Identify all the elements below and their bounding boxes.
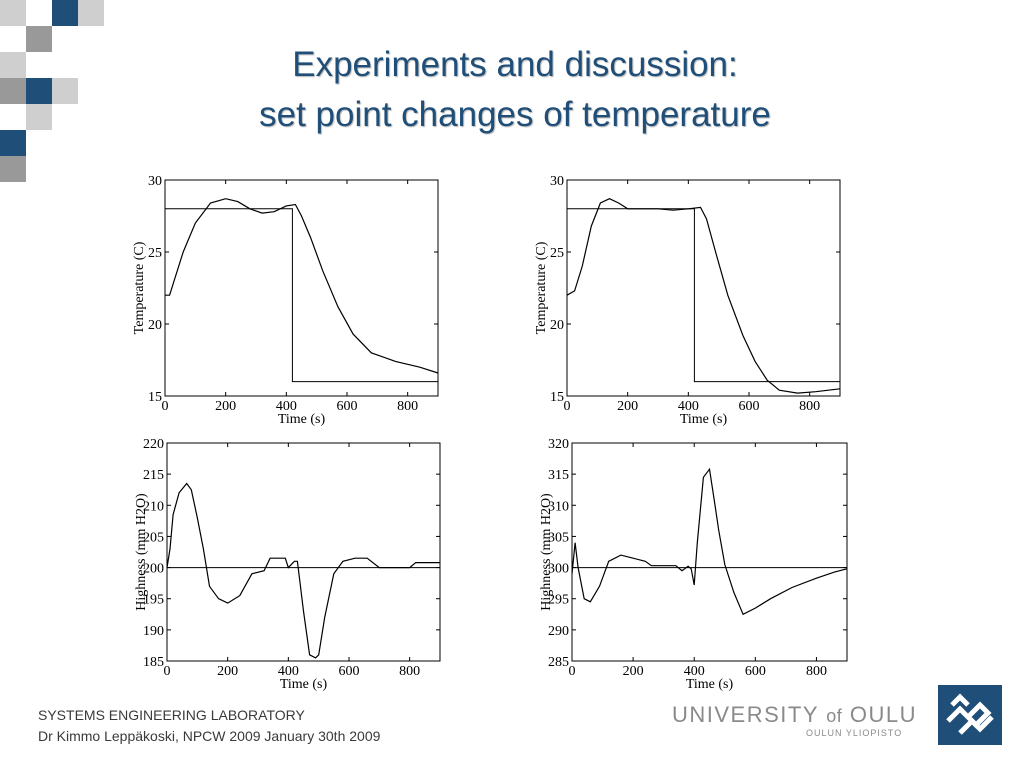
mosaic-tile <box>0 52 26 78</box>
y-tick-label: 320 <box>548 437 569 452</box>
mosaic-tile <box>78 0 104 26</box>
y-tick-label: 300 <box>548 562 569 577</box>
series-line-setpoint <box>567 208 840 383</box>
x-tick-label: 400 <box>278 664 299 679</box>
y-tick-label: 15 <box>550 390 564 405</box>
plot-frame <box>571 442 848 662</box>
y-tick-label: 285 <box>548 655 569 670</box>
x-axis-label: Time (s) <box>280 677 328 692</box>
x-tick-label: 400 <box>276 399 297 414</box>
x-tick-label: 600 <box>337 399 358 414</box>
y-tick-label: 30 <box>550 174 564 189</box>
plot-frame <box>166 442 441 662</box>
series-line-setpoint <box>165 208 438 383</box>
y-tick-label: 315 <box>548 468 569 483</box>
y-tick-label: 310 <box>548 499 569 514</box>
y-tick-label: 190 <box>143 624 164 639</box>
slide-title-line1: Experiments and discussion: <box>292 45 738 84</box>
y-tick-label: 290 <box>548 624 569 639</box>
mosaic-tile <box>0 78 26 104</box>
y-axis-label: Highness (mm H2O) <box>539 493 554 611</box>
x-tick-label: 0 <box>162 399 169 414</box>
x-tick-label: 200 <box>217 664 238 679</box>
mosaic-tile <box>0 0 26 26</box>
y-tick-label: 30 <box>148 174 162 189</box>
y-axis-label: Temperature (C) <box>534 241 549 334</box>
x-tick-label: 0 <box>564 399 571 414</box>
x-tick-label: 800 <box>799 399 820 414</box>
series-line-response <box>166 482 440 659</box>
y-tick-label: 220 <box>143 437 164 452</box>
x-tick-label: 200 <box>623 664 644 679</box>
x-axis-label: Time (s) <box>680 412 728 427</box>
mosaic-tile <box>52 78 78 104</box>
series-line-response <box>566 198 841 394</box>
x-tick-label: 800 <box>806 664 827 679</box>
y-tick-label: 210 <box>143 499 164 514</box>
x-axis-label: Time (s) <box>686 677 734 692</box>
x-tick-label: 600 <box>339 664 360 679</box>
x-tick-label: 800 <box>399 664 420 679</box>
y-tick-label: 200 <box>143 562 164 577</box>
x-axis-label: Time (s) <box>278 412 326 427</box>
mosaic-tile <box>26 26 52 52</box>
x-tick-label: 0 <box>569 664 576 679</box>
slide-title-line2: set point changes of temperature <box>259 95 771 134</box>
y-tick-label: 25 <box>148 246 162 261</box>
y-tick-label: 25 <box>550 246 564 261</box>
x-tick-label: 200 <box>215 399 236 414</box>
university-subtitle: OULUN YLIOPISTO <box>806 728 903 738</box>
y-tick-label: 20 <box>550 318 564 333</box>
x-tick-label: 800 <box>397 399 418 414</box>
mosaic-tile <box>26 104 52 130</box>
x-tick-label: 400 <box>678 399 699 414</box>
university-logo <box>938 685 1002 745</box>
university-name: UNIVERSITY of OULU <box>672 702 917 728</box>
x-tick-label: 400 <box>684 664 705 679</box>
mosaic-tile <box>26 78 52 104</box>
slide-title: Experiments and discussion: set point ch… <box>150 40 880 140</box>
footer-lab-name: SYSTEMS ENGINEERING LABORATORY <box>38 707 305 723</box>
y-tick-label: 305 <box>548 530 569 545</box>
y-tick-label: 15 <box>148 390 162 405</box>
x-tick-label: 600 <box>739 399 760 414</box>
university-name-part2: OULU <box>849 702 918 727</box>
y-tick-label: 185 <box>143 655 164 670</box>
y-tick-label: 295 <box>548 593 569 608</box>
y-tick-label: 20 <box>148 318 162 333</box>
series-line-response <box>165 198 439 374</box>
y-axis-label: Temperature (C) <box>132 241 147 334</box>
university-name-part1: UNIVERSITY <box>672 702 819 727</box>
x-tick-label: 600 <box>745 664 766 679</box>
university-name-of: of <box>826 706 843 726</box>
y-tick-label: 205 <box>143 530 164 545</box>
mosaic-tile <box>0 156 26 182</box>
y-tick-label: 215 <box>143 468 164 483</box>
corner-mosaic <box>0 0 104 182</box>
x-tick-label: 200 <box>617 399 638 414</box>
series-line-response <box>571 467 848 616</box>
footer-author: Dr Kimmo Leppäkoski, NPCW 2009 January 3… <box>38 728 381 744</box>
plot-frame <box>566 179 841 397</box>
y-axis-label: Highness (mm H2O) <box>134 493 149 611</box>
x-tick-label: 0 <box>164 664 171 679</box>
mosaic-tile <box>52 0 78 26</box>
y-tick-label: 195 <box>143 593 164 608</box>
mosaic-tile <box>0 130 26 156</box>
plot-frame <box>164 179 439 397</box>
